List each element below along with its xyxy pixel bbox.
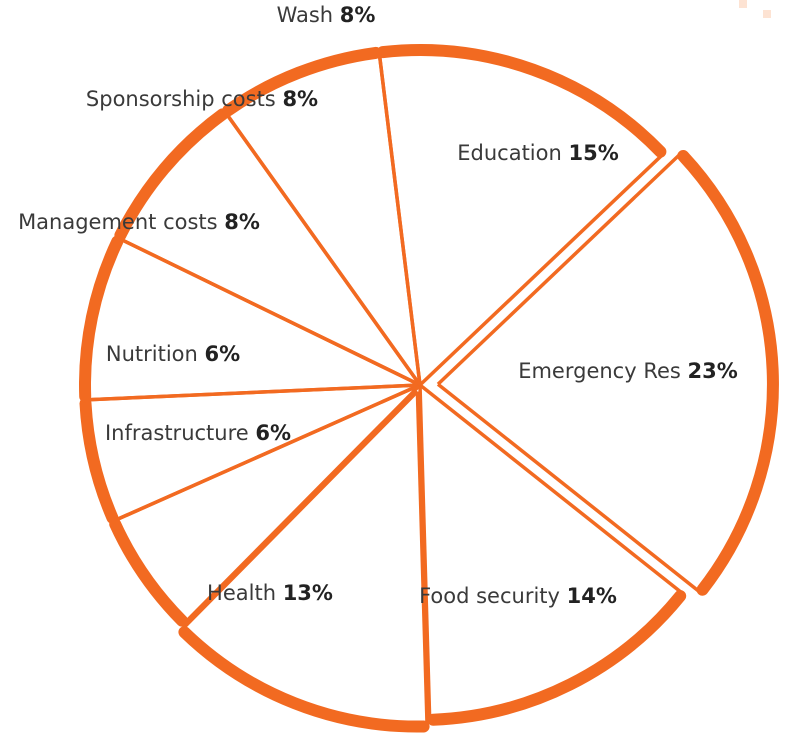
slice-label-infrastructure: Infrastructure 6% bbox=[105, 421, 291, 445]
slice-divider-health-end bbox=[180, 390, 419, 631]
slice-arc-food-security bbox=[427, 590, 687, 726]
slice-category-sponsorship-costs: Sponsorship costs bbox=[86, 87, 283, 111]
slice-category-education: Education bbox=[457, 141, 568, 165]
slice-divider-education-end bbox=[418, 153, 665, 387]
slice-category-infrastructure: Infrastructure bbox=[105, 421, 255, 445]
slice-labels: Education 15% Emergency Res 23% Food secur… bbox=[18, 3, 738, 608]
slice-divider-management-costs-start bbox=[85, 383, 421, 402]
slice-divider-food-security-start bbox=[418, 383, 684, 595]
slice-value-education: 15% bbox=[568, 141, 618, 165]
slice-arc-health bbox=[178, 626, 430, 733]
slice-arc-infrastructure bbox=[109, 518, 188, 627]
slice-category-emergency-res: Emergency Res bbox=[518, 359, 687, 383]
slice-category-food-security: Food security bbox=[419, 584, 567, 608]
slice-arc-management-costs bbox=[79, 235, 124, 403]
slice-dividers bbox=[85, 52, 702, 727]
slice-divider-health-start bbox=[415, 391, 429, 727]
slice-value-management-costs: 8% bbox=[224, 210, 260, 234]
slice-label-management-costs: Management costs 8% bbox=[18, 210, 260, 234]
slice-arc-nutrition bbox=[79, 397, 119, 524]
slice-divider-emergency-res-start bbox=[436, 152, 683, 386]
slice-label-food-security: Food security 14% bbox=[419, 584, 617, 608]
slice-value-infrastructure: 6% bbox=[255, 421, 291, 445]
slice-label-education: Education 15% bbox=[457, 141, 619, 165]
slice-label-wash: Wash 8% bbox=[277, 3, 376, 27]
slice-divider-nutrition-start bbox=[113, 383, 421, 523]
slice-divider-sponsorship-costs-start bbox=[118, 236, 421, 387]
slice-value-wash: 8% bbox=[340, 3, 376, 27]
slice-arc-sponsorship-costs bbox=[114, 108, 229, 242]
slice-label-health: Health 13% bbox=[207, 581, 333, 605]
slice-value-health: 13% bbox=[283, 581, 333, 605]
decorative-square-1 bbox=[739, 0, 747, 8]
slice-value-sponsorship-costs: 8% bbox=[282, 87, 318, 111]
slice-category-wash: Wash bbox=[277, 3, 340, 27]
decorative-square-2 bbox=[763, 10, 771, 18]
slice-divider-wash-end bbox=[377, 52, 422, 386]
slice-label-sponsorship-costs: Sponsorship costs 8% bbox=[86, 87, 318, 111]
slice-category-nutrition: Nutrition bbox=[106, 342, 205, 366]
slice-divider-infrastructure-start bbox=[183, 383, 422, 625]
slice-value-nutrition: 6% bbox=[204, 342, 240, 366]
slice-divider-wash-start bbox=[223, 111, 422, 387]
slice-arc-wash bbox=[222, 46, 382, 117]
slice-divider-food-security-end bbox=[418, 384, 432, 720]
slice-category-management-costs: Management costs bbox=[18, 210, 224, 234]
slice-value-food-security: 14% bbox=[567, 584, 617, 608]
slice-arcs bbox=[79, 44, 779, 733]
slice-category-health: Health bbox=[207, 581, 283, 605]
slice-divider-emergency-res-end bbox=[436, 382, 702, 594]
slice-label-nutrition: Nutrition 6% bbox=[106, 342, 240, 366]
slice-arc-education bbox=[376, 44, 667, 158]
slice-arc-emergency-res bbox=[677, 150, 779, 596]
slice-value-emergency-res: 23% bbox=[688, 359, 738, 383]
slice-label-emergency-res: Emergency Res 23% bbox=[518, 359, 738, 383]
